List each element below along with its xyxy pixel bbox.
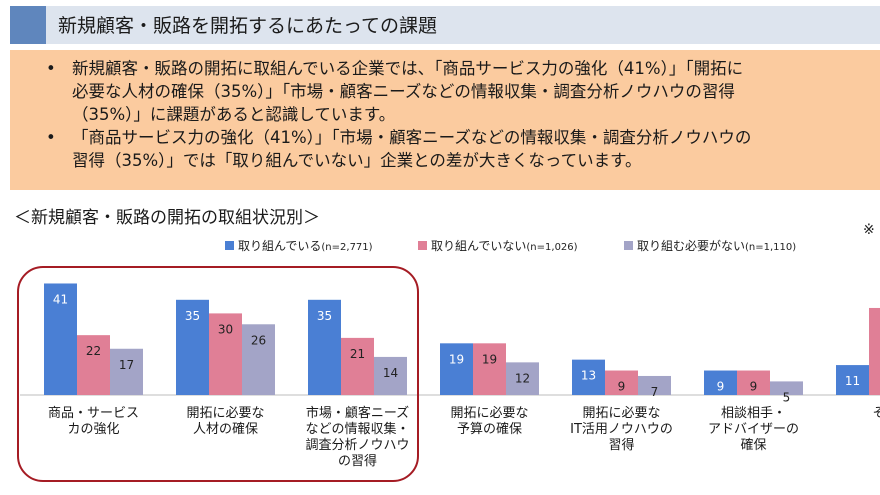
bar: [176, 299, 209, 395]
bar: [737, 370, 770, 395]
bar: [308, 299, 341, 395]
category-label: 商品・サービスカの強化: [48, 406, 139, 437]
summary-text: 「商品サービス力の強化（41%）」「市場・顧客ニーズなどの情報収集・調査分析ノウ…: [72, 128, 752, 170]
legend-swatch: [418, 241, 427, 250]
note-mark: ※: [863, 222, 875, 238]
bar: [44, 283, 77, 395]
bar: [869, 307, 880, 395]
category-label: その: [872, 406, 880, 421]
bar: [770, 381, 803, 395]
bar: [341, 337, 374, 395]
bar: [836, 365, 869, 395]
legend-label: 取り組んでいる(n=2,771): [238, 239, 373, 253]
page-title: 新規顧客・販路を開拓するにあたっての課題: [58, 15, 438, 37]
bar: [638, 375, 671, 395]
category-label: 開拓に必要な予算の確保: [450, 406, 528, 437]
bar-value-label: 11: [845, 374, 860, 388]
bar-value-label: 13: [581, 369, 596, 383]
bar-value-label: 14: [383, 366, 398, 380]
legend-swatch: [225, 241, 234, 250]
bar-value-label: 19: [482, 352, 497, 366]
bar-value-label: 19: [449, 352, 464, 366]
bar-value-label: 21: [350, 347, 365, 361]
bar-value-label: 9: [618, 380, 626, 394]
bar: [605, 370, 638, 395]
category-label: 開拓に必要な人材の確保: [186, 406, 264, 437]
bar-value-label: 30: [218, 322, 233, 336]
bar: [374, 356, 407, 395]
bar-value-label: 26: [251, 333, 266, 347]
bar-value-label: 41: [53, 292, 68, 306]
title-bar: 新規顧客・販路を開拓するにあたっての課題: [10, 6, 880, 44]
bar: [77, 335, 110, 395]
bar-value-label: 9: [717, 380, 725, 394]
bullet-marker: •: [46, 59, 56, 78]
bar-value-label: 22: [86, 344, 101, 358]
chart-section-title: ＜新規顧客・販路の開拓の取組状況別＞: [14, 208, 320, 228]
bar-value-label: 17: [119, 358, 134, 372]
bar: [704, 370, 737, 395]
category-label: 相談相手・アドバイザーの確保: [708, 405, 799, 453]
summary-bullet: • 「商品サービス力の強化（41%）」「市場・顧客ニーズなどの情報収集・調査分析ノ…: [10, 126, 880, 172]
bar: [506, 362, 539, 395]
bar-value-label: 7: [651, 385, 659, 399]
bar-value-label: 35: [317, 309, 332, 323]
bar-value-label: 5: [783, 390, 791, 404]
bar: [209, 313, 242, 395]
bar: [110, 348, 143, 395]
highlight-frame: [17, 266, 419, 482]
bar-value-label: 12: [515, 371, 530, 385]
bullet-marker: •: [46, 128, 56, 147]
legend-swatch: [624, 241, 633, 250]
bar-value-label: 35: [185, 309, 200, 323]
summary-text: 新規顧客・販路の開拓に取組んでいる企業では、「商品サービス力の強化（41%）」「…: [72, 59, 744, 124]
bar: [473, 343, 506, 395]
category-label: 市場・顧客ニーズなどの情報収集・調査分析ノウハウの習得: [305, 405, 409, 469]
bar: [440, 343, 473, 395]
title-accent: [10, 6, 46, 44]
bar: [242, 324, 275, 395]
category-label: 開拓に必要な IT活用ノウハウの習得: [570, 406, 673, 453]
bar-value-label: 9: [750, 380, 758, 394]
bar: [572, 359, 605, 395]
legend-label: 取り組む必要がない(n=1,110): [637, 238, 796, 253]
summary-box: • 新規顧客・販路の開拓に取組んでいる企業では、「商品サービス力の強化（41%）」…: [10, 50, 880, 190]
summary-bullet: • 新規顧客・販路の開拓に取組んでいる企業では、「商品サービス力の強化（41%）」…: [10, 57, 880, 126]
legend-label: 取り組んでいない(n=1,026): [431, 239, 578, 253]
summary-list: • 新規顧客・販路の開拓に取組んでいる企業では、「商品サービス力の強化（41%）」…: [10, 57, 880, 172]
